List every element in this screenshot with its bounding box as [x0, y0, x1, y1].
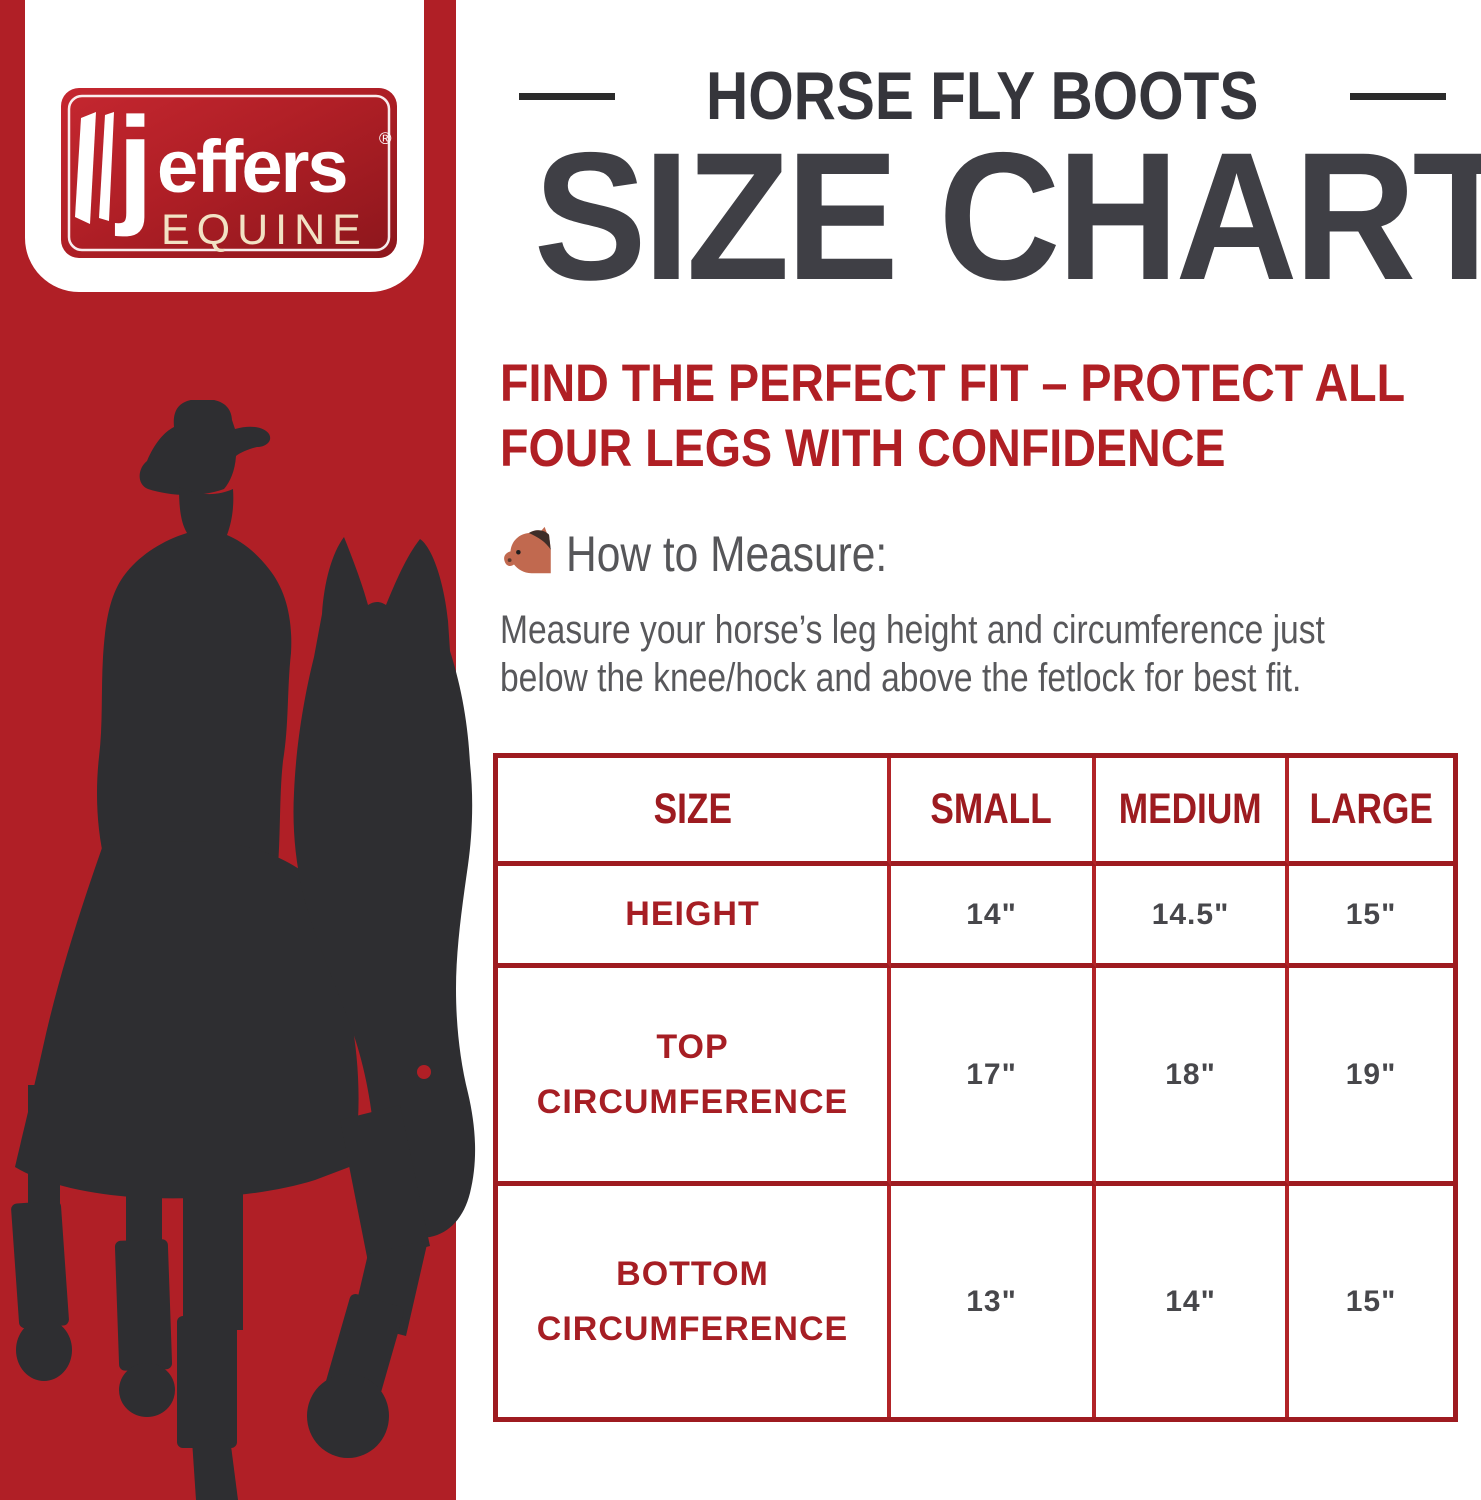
bracket-icon [75, 112, 114, 224]
cowboy-horse-silhouette [11, 400, 476, 1500]
size-table: SIZE SMALL MEDIUM LARGE HEIGHT 14" 14.5"… [493, 753, 1458, 1422]
table-header-size: SIZE [498, 758, 891, 866]
table-header-medium: MEDIUM [1096, 758, 1289, 866]
horse-chest [15, 841, 359, 1199]
page-title: SIZE CHART [533, 114, 1481, 318]
horse-nostril-dot [417, 1065, 431, 1079]
table-header-large: LARGE [1289, 758, 1453, 866]
measure-line-1: Measure your horse’s leg height and circ… [500, 608, 1325, 653]
measure-paragraph: Measure your horse’s leg height and circ… [500, 607, 1325, 702]
headline-line-2: FOUR LEGS WITH CONFIDENCE [500, 418, 1226, 478]
horse-head [293, 537, 476, 1238]
logo-equine-label: EQUINE [161, 206, 368, 254]
table-cell: 15" [1289, 866, 1453, 968]
measure-heading: How to Measure: [566, 526, 888, 583]
table-cell: 17" [891, 968, 1096, 1186]
logo-j: j [114, 90, 154, 237]
table-cell: 18" [1096, 968, 1289, 1186]
page-kicker: HORSE FLY BOOTS [706, 58, 1259, 134]
table-cell: 14.5" [1096, 866, 1289, 968]
table-header-small: SMALL [891, 758, 1096, 866]
table-cell: 19" [1289, 968, 1453, 1186]
row-label-bottom-circumference: BOTTOM CIRCUMFERENCE [498, 1186, 891, 1417]
table-cell: 14" [1096, 1186, 1289, 1417]
logo-registered-mark: ® [379, 129, 392, 148]
title-dash-left [519, 92, 616, 100]
content-column: HORSE FLY BOOTS SIZE CHART FIND THE PERF… [500, 0, 1481, 703]
how-to-measure-row: How to Measure: [500, 525, 1465, 583]
horse-head-icon [504, 527, 551, 574]
jeffers-logo-card: j effers ® EQUINE [25, 0, 424, 292]
headline-line-1: FIND THE PERFECT FIT – PROTECT ALL [500, 354, 1406, 414]
kicker-row: HORSE FLY BOOTS [500, 62, 1465, 130]
logo-inner-outline [67, 94, 391, 252]
horse-front-legs [11, 1085, 430, 1500]
row-label-top-circumference: TOP CIRCUMFERENCE [498, 968, 891, 1186]
title-dash-right [1349, 92, 1446, 100]
cowboy-hat [139, 400, 271, 496]
table-cell: 14" [891, 866, 1096, 968]
table-cell: 13" [891, 1186, 1096, 1417]
logo-background [61, 88, 397, 258]
measure-line-2: below the knee/hock and above the fetloc… [500, 656, 1302, 701]
table-cell: 15" [1345, 1284, 1397, 1318]
rider-body [97, 487, 292, 904]
row-label-height: HEIGHT [498, 866, 891, 968]
logo-name: effers [157, 125, 347, 208]
jeffers-equine-logo: j effers ® EQUINE [61, 88, 397, 258]
headline: FIND THE PERFECT FIT – PROTECT ALL FOUR … [500, 352, 1406, 481]
